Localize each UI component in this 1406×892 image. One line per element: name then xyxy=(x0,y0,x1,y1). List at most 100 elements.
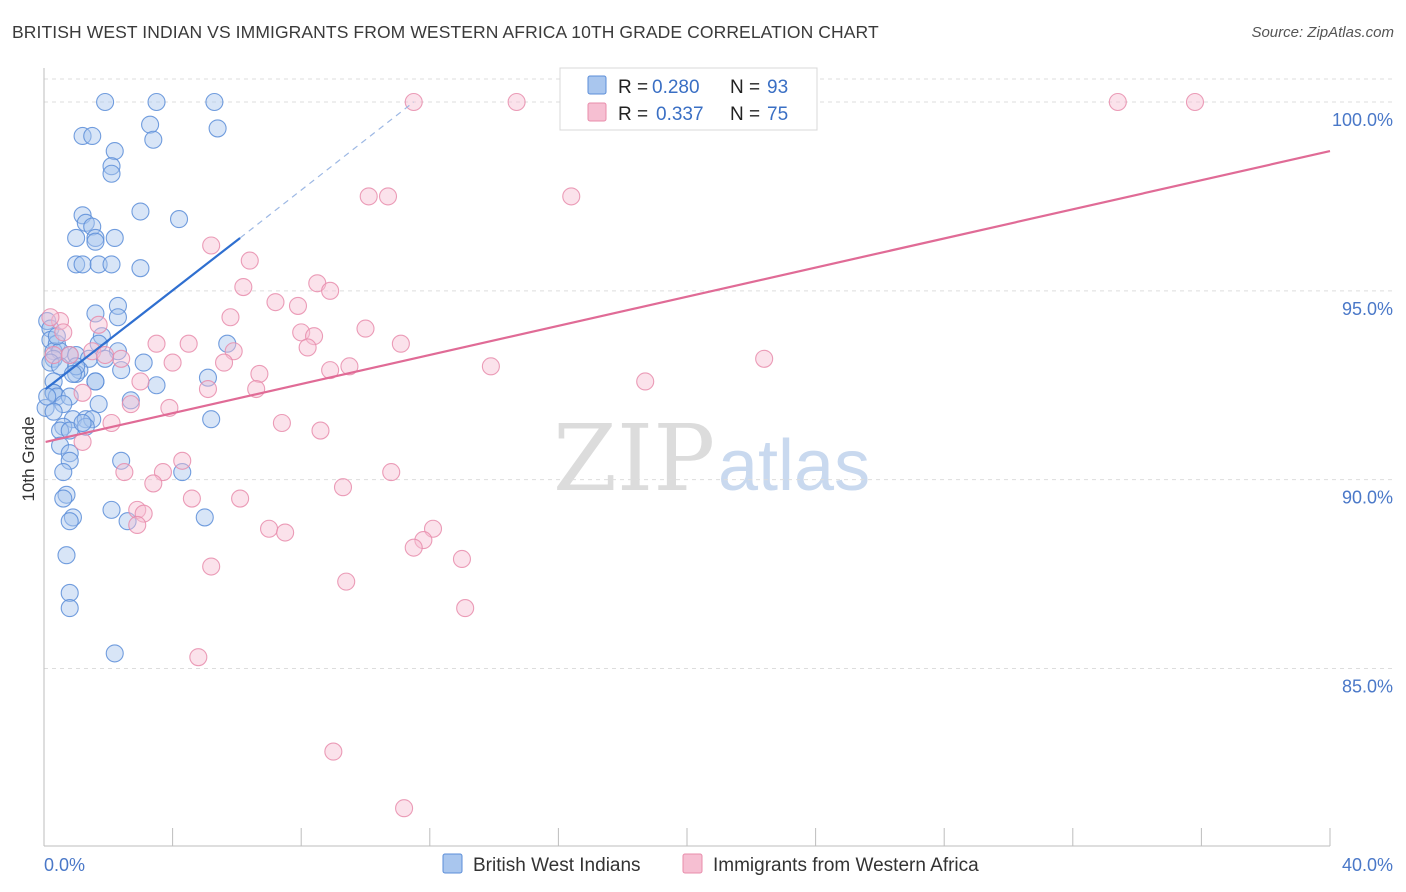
point-immigrants-western-africa xyxy=(359,187,378,206)
point-british-west-indians xyxy=(147,376,166,395)
chart-title: BRITISH WEST INDIAN VS IMMIGRANTS FROM W… xyxy=(12,22,879,42)
point-immigrants-western-africa xyxy=(128,515,147,535)
point-immigrants-western-africa xyxy=(198,379,218,399)
point-british-west-indians xyxy=(54,489,73,508)
point-british-west-indians xyxy=(83,410,102,429)
legend-blue-n-value: 93 xyxy=(767,77,788,98)
legend-blue-n-label: N = xyxy=(730,77,760,98)
point-british-west-indians xyxy=(89,395,108,414)
point-immigrants-western-africa xyxy=(507,92,526,112)
point-immigrants-western-africa xyxy=(115,463,134,482)
point-immigrants-western-africa xyxy=(404,538,423,557)
point-british-west-indians xyxy=(202,410,221,429)
point-immigrants-western-africa xyxy=(147,334,166,353)
point-british-west-indians xyxy=(205,92,224,112)
legend-swatch-blue xyxy=(587,75,607,95)
point-immigrants-western-africa xyxy=(179,334,198,353)
point-immigrants-western-africa xyxy=(163,353,182,372)
point-immigrants-western-africa xyxy=(311,421,330,440)
trend-extension-british-west-indians xyxy=(239,101,415,239)
point-immigrants-western-africa xyxy=(755,349,774,368)
trend-lines xyxy=(44,101,1331,443)
stats-legend: R = 0.280 N = 93 R = 0.337 N = 75 xyxy=(559,67,818,131)
point-immigrants-western-africa xyxy=(96,345,115,365)
series-legend: British West Indians Immigrants from Wes… xyxy=(442,853,979,876)
point-immigrants-western-africa xyxy=(221,308,240,327)
point-british-west-indians xyxy=(60,583,79,603)
legend-pink-r-value: 0.337 xyxy=(656,104,704,125)
legend-blue-r-value: 0.280 xyxy=(652,77,700,98)
point-immigrants-western-africa xyxy=(391,334,410,353)
point-british-west-indians xyxy=(134,353,153,372)
point-british-west-indians xyxy=(54,463,73,482)
point-immigrants-western-africa xyxy=(456,599,475,618)
x-tick-label-left: 0.0% xyxy=(44,855,85,875)
point-british-west-indians xyxy=(67,255,86,274)
x-axis-ticks xyxy=(43,828,1331,846)
point-british-west-indians xyxy=(60,451,79,470)
point-immigrants-western-africa xyxy=(182,489,201,508)
scatter-points xyxy=(36,92,1205,818)
point-immigrants-western-africa xyxy=(214,353,234,372)
point-immigrants-western-africa xyxy=(337,572,356,591)
point-british-west-indians xyxy=(73,413,92,433)
point-immigrants-western-africa xyxy=(324,742,343,761)
point-immigrants-western-africa xyxy=(250,364,269,383)
point-british-west-indians xyxy=(73,255,92,274)
point-british-west-indians xyxy=(83,126,102,146)
point-immigrants-western-africa xyxy=(272,413,291,433)
point-british-west-indians xyxy=(102,255,121,274)
point-immigrants-western-africa xyxy=(276,523,295,542)
point-immigrants-western-africa xyxy=(131,372,150,391)
point-immigrants-western-africa xyxy=(173,451,192,470)
point-immigrants-western-africa xyxy=(481,357,500,376)
watermark-zip: ZIP xyxy=(553,405,715,512)
point-british-west-indians xyxy=(141,115,160,134)
point-british-west-indians xyxy=(121,391,140,410)
point-british-west-indians xyxy=(73,126,92,146)
point-british-west-indians xyxy=(208,119,227,138)
point-british-west-indians xyxy=(89,255,108,274)
point-british-west-indians xyxy=(147,92,166,112)
point-british-west-indians xyxy=(54,395,73,414)
chart-source: Source: ZipAtlas.com xyxy=(1251,24,1394,41)
point-immigrants-western-africa xyxy=(562,187,581,206)
point-immigrants-western-africa xyxy=(356,319,375,338)
point-british-west-indians xyxy=(195,508,214,527)
legend-swatch-pink xyxy=(587,102,607,122)
legend-pink-r-label: R = xyxy=(618,104,648,125)
watermark-atlas: atlas xyxy=(718,426,870,506)
point-immigrants-western-africa xyxy=(234,277,253,297)
point-immigrants-western-africa xyxy=(321,361,340,380)
point-british-west-indians xyxy=(105,142,124,161)
point-immigrants-western-africa xyxy=(60,345,79,365)
y-tick-label: 100.0% xyxy=(1332,110,1393,130)
point-british-west-indians xyxy=(47,387,66,406)
point-immigrants-western-africa xyxy=(636,372,655,391)
point-immigrants-western-africa xyxy=(41,308,60,327)
point-british-west-indians xyxy=(86,228,105,248)
point-immigrants-western-africa xyxy=(414,531,433,550)
point-british-west-indians xyxy=(67,228,86,248)
point-british-west-indians xyxy=(86,232,105,251)
point-immigrants-western-africa xyxy=(266,293,285,312)
point-british-west-indians xyxy=(60,444,79,463)
y-tick-label: 95.0% xyxy=(1342,299,1393,319)
series-legend-swatch-pink xyxy=(682,853,703,874)
point-immigrants-western-africa xyxy=(51,311,70,331)
point-immigrants-western-africa xyxy=(395,799,414,818)
point-british-west-indians xyxy=(89,334,108,353)
point-british-west-indians xyxy=(112,451,131,470)
grid-lines xyxy=(44,78,1393,669)
point-immigrants-western-africa xyxy=(189,648,208,667)
point-immigrants-western-africa xyxy=(1108,92,1127,112)
point-immigrants-western-africa xyxy=(305,327,324,346)
point-immigrants-western-africa xyxy=(1185,92,1205,112)
point-immigrants-western-africa xyxy=(144,474,163,493)
y-tick-label: 90.0% xyxy=(1342,488,1393,508)
series-legend-label-blue: British West Indians xyxy=(473,855,641,876)
point-british-west-indians xyxy=(102,157,121,176)
trend-line-british-west-indians xyxy=(44,237,241,390)
point-british-west-indians xyxy=(102,164,121,183)
